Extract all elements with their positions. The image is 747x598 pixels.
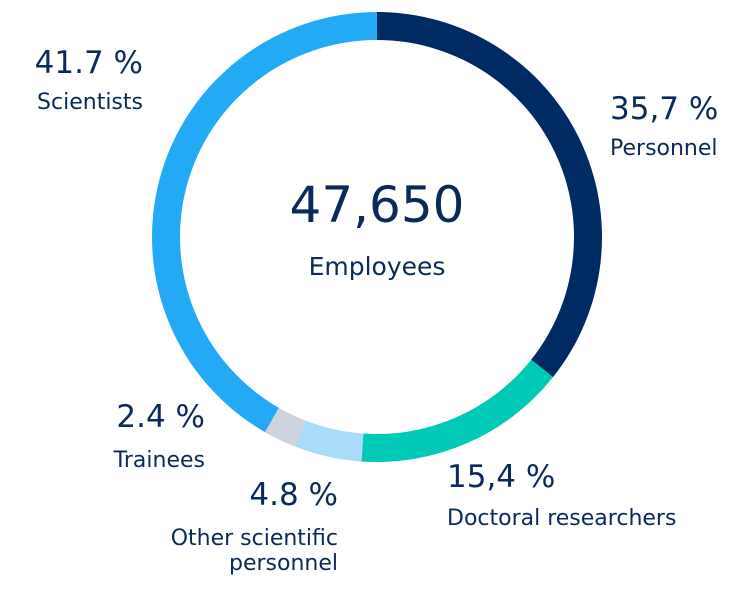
donut-segment [152,12,377,433]
center-label: Employees [308,252,446,281]
donut-segment [295,420,364,462]
category-label: Trainees [113,448,205,473]
center-value: 47,650 [289,176,465,234]
category-label: Scientists [37,90,143,115]
category-label: Doctoral researchers [447,506,677,531]
value-label: 35,7 % [610,91,719,127]
donut-segment [264,407,306,447]
value-label: 2.4 % [116,399,205,435]
category-label: Other scientific personnel [170,526,338,577]
donut-segment [361,359,554,462]
value-label: 4.8 % [249,477,338,513]
donut-segment [377,12,603,378]
category-label: Personnel [610,136,718,161]
value-label: 41.7 % [34,45,143,81]
value-label: 15,4 % [447,459,556,495]
